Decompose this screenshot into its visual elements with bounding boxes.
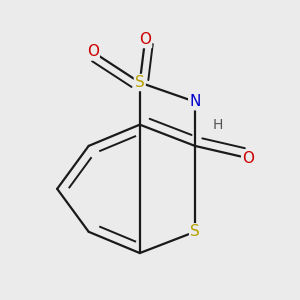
Text: S: S (190, 224, 200, 239)
Text: N: N (189, 94, 201, 109)
Text: O: O (139, 32, 151, 47)
Text: H: H (212, 118, 223, 133)
Text: O: O (242, 151, 254, 166)
Text: O: O (87, 44, 99, 59)
Text: S: S (135, 75, 145, 90)
